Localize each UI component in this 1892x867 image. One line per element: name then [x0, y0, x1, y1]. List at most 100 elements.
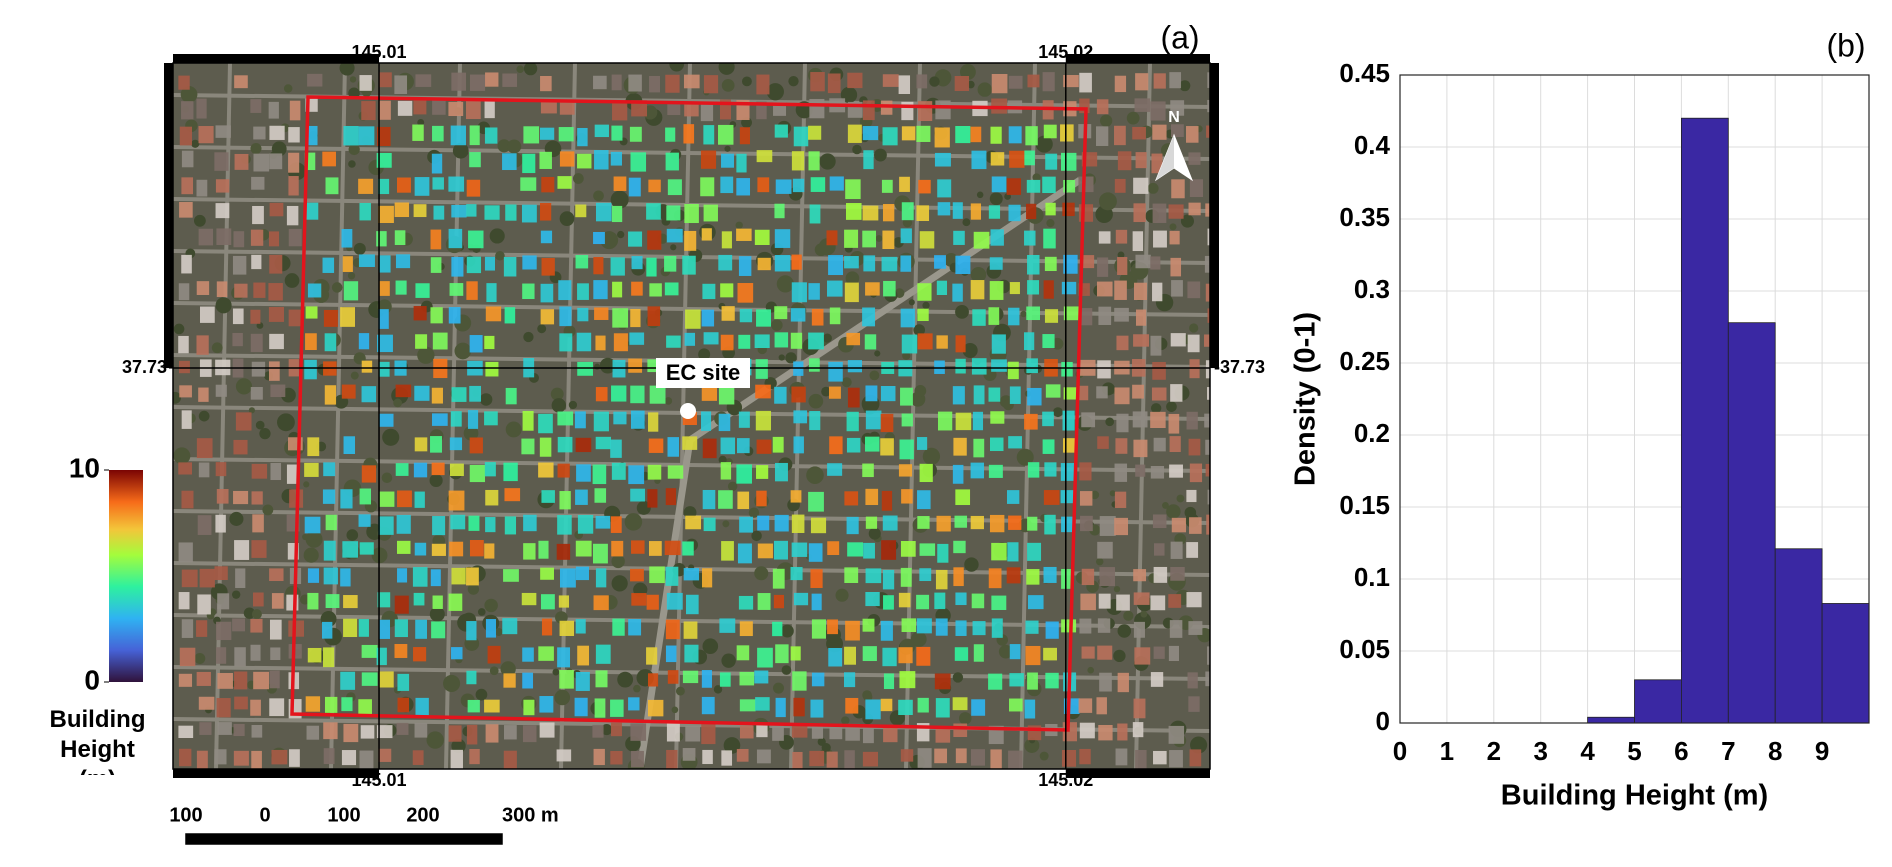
roof [1135, 254, 1151, 269]
tree [718, 63, 735, 75]
roof [793, 410, 808, 424]
roof [1080, 593, 1096, 611]
roof [232, 308, 244, 325]
tree [610, 190, 629, 209]
roof [397, 490, 412, 508]
roof [665, 127, 676, 142]
roof [1169, 750, 1183, 768]
roof [774, 255, 791, 272]
roof [1187, 334, 1200, 353]
roof [1135, 750, 1147, 769]
tree [874, 148, 887, 162]
roof [575, 255, 589, 269]
roof [196, 179, 208, 197]
roof [1150, 595, 1166, 611]
roof [451, 647, 463, 660]
tree [929, 76, 940, 87]
roof [954, 647, 969, 661]
roof [666, 723, 680, 742]
histogram-bar [1634, 679, 1682, 724]
roof [415, 283, 430, 298]
north-arrow-shade [1156, 135, 1174, 180]
roof [449, 437, 463, 451]
roof [523, 699, 535, 716]
roof [702, 489, 716, 510]
roof [1024, 413, 1038, 430]
roof [1079, 722, 1095, 739]
tree [874, 350, 881, 357]
roof [360, 725, 375, 739]
roof [305, 306, 318, 319]
tree [936, 72, 950, 87]
roof [1078, 176, 1094, 193]
roof [702, 568, 713, 588]
roof [1008, 436, 1022, 449]
roof [865, 488, 879, 506]
tree [781, 665, 792, 675]
roof [935, 698, 950, 718]
roof [952, 202, 963, 219]
roof [430, 257, 442, 273]
roof [341, 229, 353, 248]
roof [414, 385, 430, 401]
roof [1186, 542, 1199, 558]
roof [451, 256, 464, 277]
roof [575, 540, 592, 557]
roof [540, 230, 553, 244]
roof [1117, 151, 1132, 171]
roof [973, 385, 985, 405]
roof [1078, 385, 1089, 401]
roof [628, 74, 642, 92]
roof [610, 751, 623, 765]
tree [523, 63, 538, 76]
roof [1096, 697, 1107, 715]
roof [629, 332, 645, 345]
roof [503, 256, 517, 277]
roof [844, 750, 855, 769]
roof [721, 541, 734, 561]
roof [791, 386, 806, 403]
roof [343, 436, 356, 455]
roof [181, 619, 194, 638]
x-axis-label: Building Height (m) [1501, 780, 1768, 812]
roof [647, 489, 658, 508]
roof [684, 644, 699, 663]
tree [1052, 407, 1063, 418]
roof [1152, 514, 1167, 529]
roof [936, 515, 951, 532]
roof [1115, 229, 1128, 244]
roof [646, 257, 657, 277]
roof [972, 309, 986, 326]
roof [790, 646, 801, 661]
roof [289, 100, 301, 121]
roof [1169, 464, 1183, 478]
roof [667, 101, 681, 116]
roof [304, 152, 316, 171]
colorbar [109, 470, 143, 682]
roof [521, 592, 537, 606]
tree [303, 481, 310, 488]
roof [829, 307, 841, 325]
y-tick-label: 0.1 [1354, 562, 1390, 592]
roof [775, 697, 786, 718]
roof [1168, 594, 1182, 608]
roof [791, 542, 808, 557]
tree [1032, 173, 1041, 182]
roof [304, 359, 317, 380]
roof [559, 151, 575, 167]
roof [827, 280, 843, 297]
roof [1135, 309, 1147, 326]
roof [900, 255, 912, 272]
roof [628, 177, 641, 197]
roof [934, 673, 951, 690]
roof [559, 568, 576, 588]
roof [988, 673, 1003, 690]
roof [918, 179, 931, 194]
roof [953, 540, 966, 554]
roof [628, 231, 643, 247]
roof [484, 98, 495, 119]
roof [1117, 257, 1128, 275]
roof [971, 358, 987, 375]
roof [613, 411, 627, 425]
roof [592, 464, 607, 485]
